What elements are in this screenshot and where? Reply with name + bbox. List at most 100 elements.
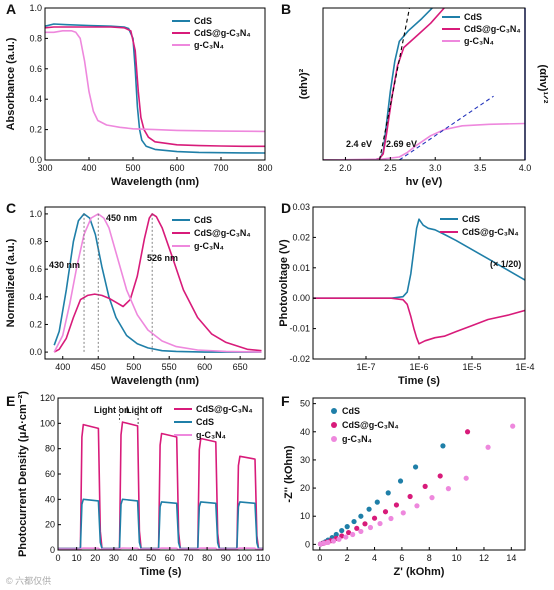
panel-letter: D [281, 200, 291, 216]
series-line [45, 29, 265, 133]
legend-label: g-C₃N₄ [194, 241, 224, 251]
x-tick-label: 4.0 [519, 163, 532, 173]
data-point [350, 531, 356, 538]
y-tick-label: 120 [40, 393, 55, 403]
data-point [362, 521, 368, 527]
data-point [344, 524, 350, 530]
y-tick-label: 20 [300, 483, 310, 493]
panel-letter: C [6, 200, 16, 216]
x-tick-label: 12 [479, 553, 489, 563]
plot-area [58, 421, 263, 550]
panel-c: C 400 450 500 550 600 650 0.0 0.2 0.4 0.6 0.8 1.0 Wav… [5, 200, 266, 387]
data-point [358, 528, 364, 535]
x-tick-label: 90 [221, 553, 231, 563]
right-y-axis-label: (αhv)¹ᐟ² [537, 65, 549, 104]
x-tick-label: 20 [90, 553, 100, 563]
data-point [382, 509, 389, 515]
x-tick-label: 6 [399, 553, 404, 563]
annotation: 450 nm [106, 213, 137, 223]
series-line [53, 213, 262, 353]
x-tick-label: 0 [317, 553, 322, 563]
y-tick-label: -0.01 [289, 324, 310, 334]
x-tick-label: 2 [345, 553, 350, 563]
axes-frame [44, 206, 266, 360]
y-tick-label: 100 [40, 418, 55, 428]
legend-label: CdS@g-C₃N₄ [464, 24, 521, 34]
data-point [414, 503, 420, 509]
data-point [354, 525, 360, 531]
y-tick-label: 20 [45, 520, 55, 530]
y-tick-label: 40 [300, 427, 310, 437]
tangent-line [379, 8, 411, 160]
series-line [53, 213, 262, 353]
annotation: Light off [126, 405, 163, 415]
x-tick-label: 600 [169, 163, 184, 173]
x-tick-label: 10 [72, 553, 82, 563]
x-tick-label: 50 [146, 553, 156, 563]
y-axis-label: Absorbance (a.u.) [5, 37, 17, 130]
x-axis-label: Wavelength (nm) [111, 176, 200, 188]
data-point [336, 536, 342, 542]
data-point [321, 540, 327, 546]
data-point [325, 539, 331, 546]
axes-frame [322, 7, 526, 161]
data-point [429, 495, 435, 501]
legend-label: CdS [194, 16, 212, 26]
x-tick-label: 10 [452, 553, 462, 563]
x-tick-label: 30 [109, 553, 119, 563]
series-line [45, 23, 265, 154]
series-line [58, 498, 263, 550]
y-tick-label: 0.0 [29, 155, 42, 165]
panel-b: B 2.0 2.5 3.0 3.5 4.0 hv (eV) (αhv)² (αhv)¹ᐟ² 2.4… [281, 1, 549, 188]
data-point [388, 515, 394, 522]
plot-area [53, 213, 262, 353]
series-line [45, 26, 265, 148]
x-tick-label: 650 [233, 362, 248, 372]
axes-frame [57, 397, 264, 551]
x-axis-label: Time (s) [398, 375, 440, 387]
y-tick-label: 80 [45, 444, 55, 454]
annotation: Light on [94, 405, 130, 415]
y-tick-label: 1.0 [29, 3, 42, 13]
panel-letter: B [281, 1, 291, 17]
x-axis-label: Z' (kOhm) [394, 566, 445, 578]
x-axis-label: hv (eV) [406, 176, 443, 188]
legend-label: CdS [342, 406, 360, 416]
y-tick-label: 10 [300, 511, 310, 521]
data-point [407, 493, 413, 500]
x-tick-label: 40 [128, 553, 138, 563]
x-tick-label: 100 [237, 553, 252, 563]
data-point [367, 524, 374, 531]
data-point [463, 475, 469, 481]
x-tick-label: 1E-7 [356, 362, 375, 372]
y-axis-label: -Z'' (kOhm) [283, 445, 295, 503]
axes-frame [312, 206, 526, 360]
y-tick-label: -0.02 [289, 354, 310, 364]
y-tick-label: 0.02 [292, 232, 310, 242]
x-tick-label: 3.5 [474, 163, 487, 173]
series-line [58, 547, 263, 550]
legend-label: CdS@g-C₃N₄ [194, 228, 251, 238]
data-point [422, 483, 428, 489]
x-axis-label: Wavelength (nm) [111, 375, 200, 387]
y-tick-label: 50 [300, 399, 310, 409]
x-tick-label: 8 [427, 553, 432, 563]
panel-letter: F [281, 393, 290, 409]
x-tick-label: 80 [202, 553, 212, 563]
panel-letter: E [6, 393, 15, 409]
x-tick-label: 1E-4 [515, 362, 534, 372]
axes-frame [312, 397, 526, 551]
data-point [351, 518, 357, 525]
y-tick-label: 0.4 [29, 94, 42, 104]
legend-label: CdS@g-C₃N₄ [196, 404, 253, 414]
x-tick-label: 2.5 [384, 163, 397, 173]
y-axis-label: Photovoltage (V) [278, 239, 290, 327]
data-point [371, 515, 378, 521]
y-tick-label: 0.00 [292, 293, 310, 303]
y-tick-label: 30 [300, 455, 310, 465]
y-tick-label: 0.0 [29, 347, 42, 357]
panel-d: D 1E-7 1E-6 1E-5 1E-4 -0.02 -0.01 0.00 0.01 0.02 0… [278, 200, 535, 387]
legend-label: CdS [194, 215, 212, 225]
data-point [393, 502, 400, 508]
annotation: 2.69 eV [386, 139, 417, 149]
